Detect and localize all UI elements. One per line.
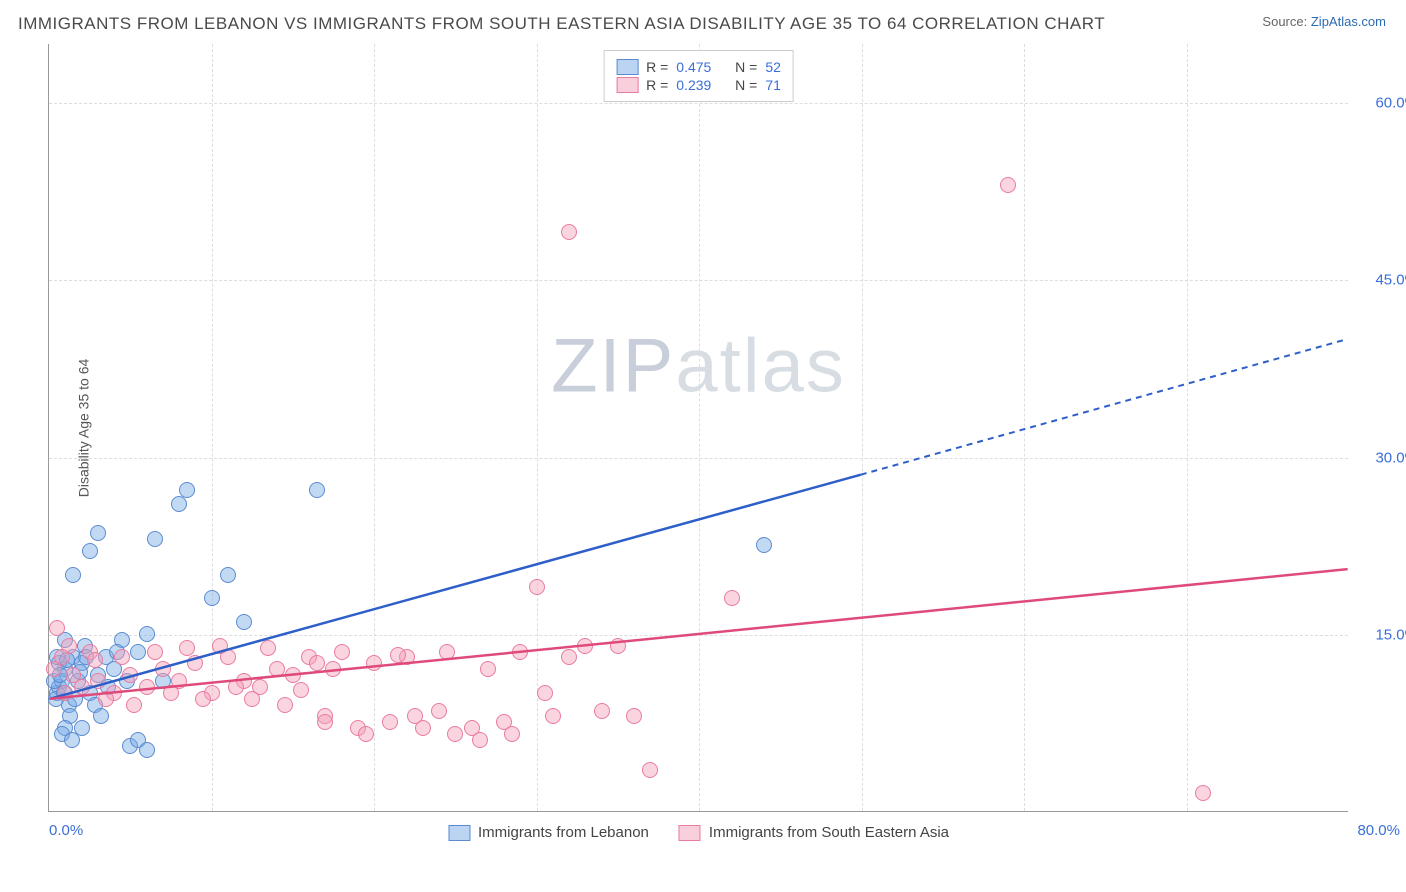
data-point-lebanon	[236, 614, 252, 630]
y-axis-tick: 45.0%	[1358, 272, 1406, 289]
data-point-seasia	[472, 732, 488, 748]
data-point-seasia	[724, 590, 740, 606]
data-point-lebanon	[130, 644, 146, 660]
data-point-lebanon	[65, 567, 81, 583]
legend-series: Immigrants from Lebanon Immigrants from …	[448, 824, 949, 841]
y-axis-tick: 60.0%	[1358, 95, 1406, 112]
data-point-seasia	[260, 640, 276, 656]
data-point-lebanon	[204, 590, 220, 606]
gridline-v	[374, 44, 375, 811]
source-link[interactable]: ZipAtlas.com	[1311, 14, 1386, 29]
data-point-seasia	[577, 638, 593, 654]
y-axis-label: Disability Age 35 to 64	[75, 358, 91, 497]
y-axis-tick: 15.0%	[1358, 626, 1406, 643]
data-point-seasia	[309, 655, 325, 671]
x-axis-tick-max: 80.0%	[1357, 822, 1400, 839]
data-point-seasia	[610, 638, 626, 654]
data-point-seasia	[147, 644, 163, 660]
data-point-lebanon	[220, 567, 236, 583]
legend-correlation: R = 0.475 N = 52 R = 0.239 N = 71	[603, 50, 794, 102]
data-point-seasia	[187, 655, 203, 671]
data-point-lebanon	[93, 708, 109, 724]
data-point-lebanon	[74, 720, 90, 736]
data-point-seasia	[480, 661, 496, 677]
data-point-seasia	[54, 649, 70, 665]
data-point-seasia	[57, 685, 73, 701]
data-point-seasia	[407, 708, 423, 724]
gridline-v	[862, 44, 863, 811]
legend-swatch-pink	[679, 825, 701, 841]
data-point-seasia	[594, 703, 610, 719]
data-point-seasia	[285, 667, 301, 683]
data-point-lebanon	[139, 742, 155, 758]
data-point-seasia	[626, 708, 642, 724]
data-point-seasia	[277, 697, 293, 713]
data-point-seasia	[122, 667, 138, 683]
data-point-seasia	[537, 685, 553, 701]
data-point-seasia	[269, 661, 285, 677]
legend-swatch-blue	[616, 59, 638, 75]
data-point-seasia	[545, 708, 561, 724]
source-attribution: Source: ZipAtlas.com	[1262, 14, 1386, 29]
data-point-seasia	[228, 679, 244, 695]
data-point-seasia	[98, 691, 114, 707]
data-point-seasia	[642, 762, 658, 778]
data-point-seasia	[366, 655, 382, 671]
y-axis-tick: 30.0%	[1358, 449, 1406, 466]
data-point-lebanon	[82, 543, 98, 559]
data-point-seasia	[49, 620, 65, 636]
data-point-lebanon	[756, 537, 772, 553]
data-point-seasia	[163, 685, 179, 701]
gridline-v	[1187, 44, 1188, 811]
data-point-seasia	[431, 703, 447, 719]
data-point-seasia	[114, 649, 130, 665]
data-point-lebanon	[139, 626, 155, 642]
data-point-seasia	[155, 661, 171, 677]
data-point-seasia	[90, 673, 106, 689]
data-point-lebanon	[171, 496, 187, 512]
data-point-seasia	[447, 726, 463, 742]
data-point-seasia	[126, 697, 142, 713]
data-point-seasia	[561, 649, 577, 665]
gridline-v	[1024, 44, 1025, 811]
data-point-seasia	[293, 682, 309, 698]
data-point-seasia	[358, 726, 374, 742]
data-point-seasia	[504, 726, 520, 742]
data-point-lebanon	[90, 525, 106, 541]
chart-plot-area: ZIPatlas Disability Age 35 to 64 15.0%30…	[48, 44, 1348, 812]
data-point-seasia	[244, 691, 260, 707]
legend-label-seasia: Immigrants from South Eastern Asia	[709, 824, 949, 841]
data-point-seasia	[325, 661, 341, 677]
data-point-seasia	[212, 638, 228, 654]
data-point-seasia	[65, 667, 81, 683]
legend-label-lebanon: Immigrants from Lebanon	[478, 824, 649, 841]
data-point-seasia	[512, 644, 528, 660]
data-point-seasia	[334, 644, 350, 660]
x-axis-tick-min: 0.0%	[49, 822, 83, 839]
data-point-seasia	[561, 224, 577, 240]
gridline-v	[699, 44, 700, 811]
data-point-lebanon	[147, 531, 163, 547]
data-point-seasia	[139, 679, 155, 695]
data-point-lebanon	[309, 482, 325, 498]
legend-swatch-pink	[616, 77, 638, 93]
data-point-seasia	[439, 644, 455, 660]
data-point-seasia	[195, 691, 211, 707]
data-point-seasia	[1195, 785, 1211, 801]
data-point-seasia	[382, 714, 398, 730]
data-point-seasia	[390, 647, 406, 663]
data-point-seasia	[1000, 177, 1016, 193]
data-point-seasia	[529, 579, 545, 595]
legend-swatch-blue	[448, 825, 470, 841]
data-point-seasia	[179, 640, 195, 656]
data-point-lebanon	[179, 482, 195, 498]
data-point-seasia	[87, 652, 103, 668]
data-point-seasia	[317, 714, 333, 730]
watermark: ZIPatlas	[551, 323, 846, 410]
chart-title: IMMIGRANTS FROM LEBANON VS IMMIGRANTS FR…	[18, 14, 1105, 34]
